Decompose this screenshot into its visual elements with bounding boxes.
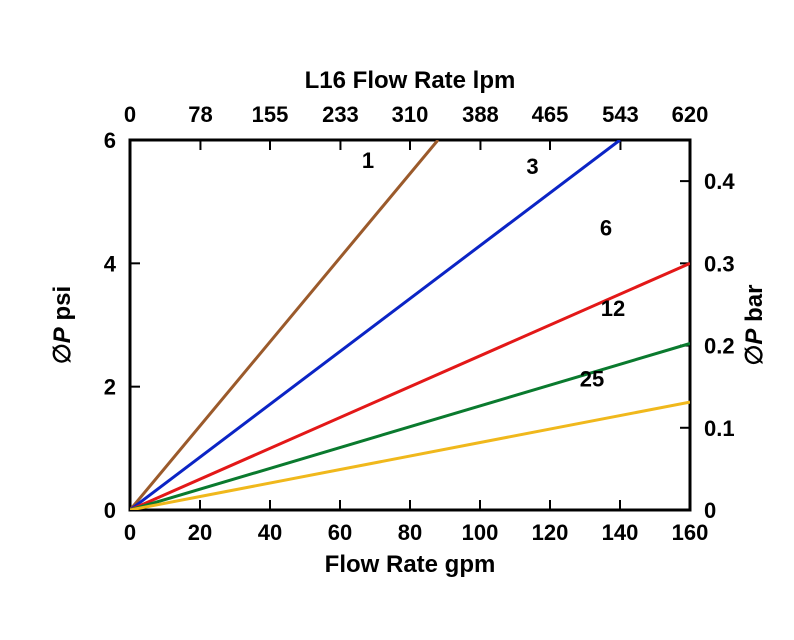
series-label-6: 6	[600, 216, 612, 241]
series-label-3: 3	[526, 154, 538, 179]
x-bottom-tick-label: 60	[328, 520, 352, 545]
x-top-tick-label: 388	[462, 102, 499, 127]
x-bottom-tick-label: 0	[124, 520, 136, 545]
y-right-axis-title: ∅P bar	[741, 285, 768, 366]
y-right-tick-label: 0.2	[704, 334, 735, 359]
x-bottom-tick-label: 80	[398, 520, 422, 545]
x-top-tick-label: 465	[532, 102, 569, 127]
y-left-tick-label: 0	[104, 498, 116, 523]
pressure-drop-chart: 020406080100120140160Flow Rate gpm078155…	[0, 0, 794, 640]
y-right-tick-label: 0.3	[704, 251, 735, 276]
y-left-tick-label: 6	[104, 128, 116, 153]
series-label-1: 1	[362, 148, 374, 173]
x-top-tick-label: 233	[322, 102, 359, 127]
x-bottom-tick-label: 120	[532, 520, 569, 545]
x-bottom-tick-label: 40	[258, 520, 282, 545]
y-right-tick-label: 0	[704, 498, 716, 523]
x-top-axis-title: L16 Flow Rate lpm	[305, 67, 516, 94]
y-right-tick-label: 0.1	[704, 416, 735, 441]
x-top-tick-label: 310	[392, 102, 429, 127]
x-bottom-tick-label: 20	[188, 520, 212, 545]
y-left-axis-title: ∅P psi	[49, 286, 76, 364]
x-bottom-axis-title: Flow Rate gpm	[325, 551, 496, 578]
y-right-tick-label: 0.4	[704, 169, 735, 194]
chart-svg: 020406080100120140160Flow Rate gpm078155…	[0, 0, 794, 640]
x-bottom-tick-label: 100	[462, 520, 499, 545]
x-top-tick-label: 78	[188, 102, 212, 127]
x-top-tick-label: 0	[124, 102, 136, 127]
x-bottom-tick-label: 160	[672, 520, 709, 545]
series-label-12: 12	[601, 296, 625, 321]
y-left-tick-label: 2	[104, 375, 116, 400]
series-label-25: 25	[580, 367, 604, 392]
y-left-tick-label: 4	[104, 251, 117, 276]
x-top-tick-label: 620	[672, 102, 709, 127]
x-top-tick-label: 543	[602, 102, 639, 127]
x-bottom-tick-label: 140	[602, 520, 639, 545]
x-top-tick-label: 155	[252, 102, 289, 127]
